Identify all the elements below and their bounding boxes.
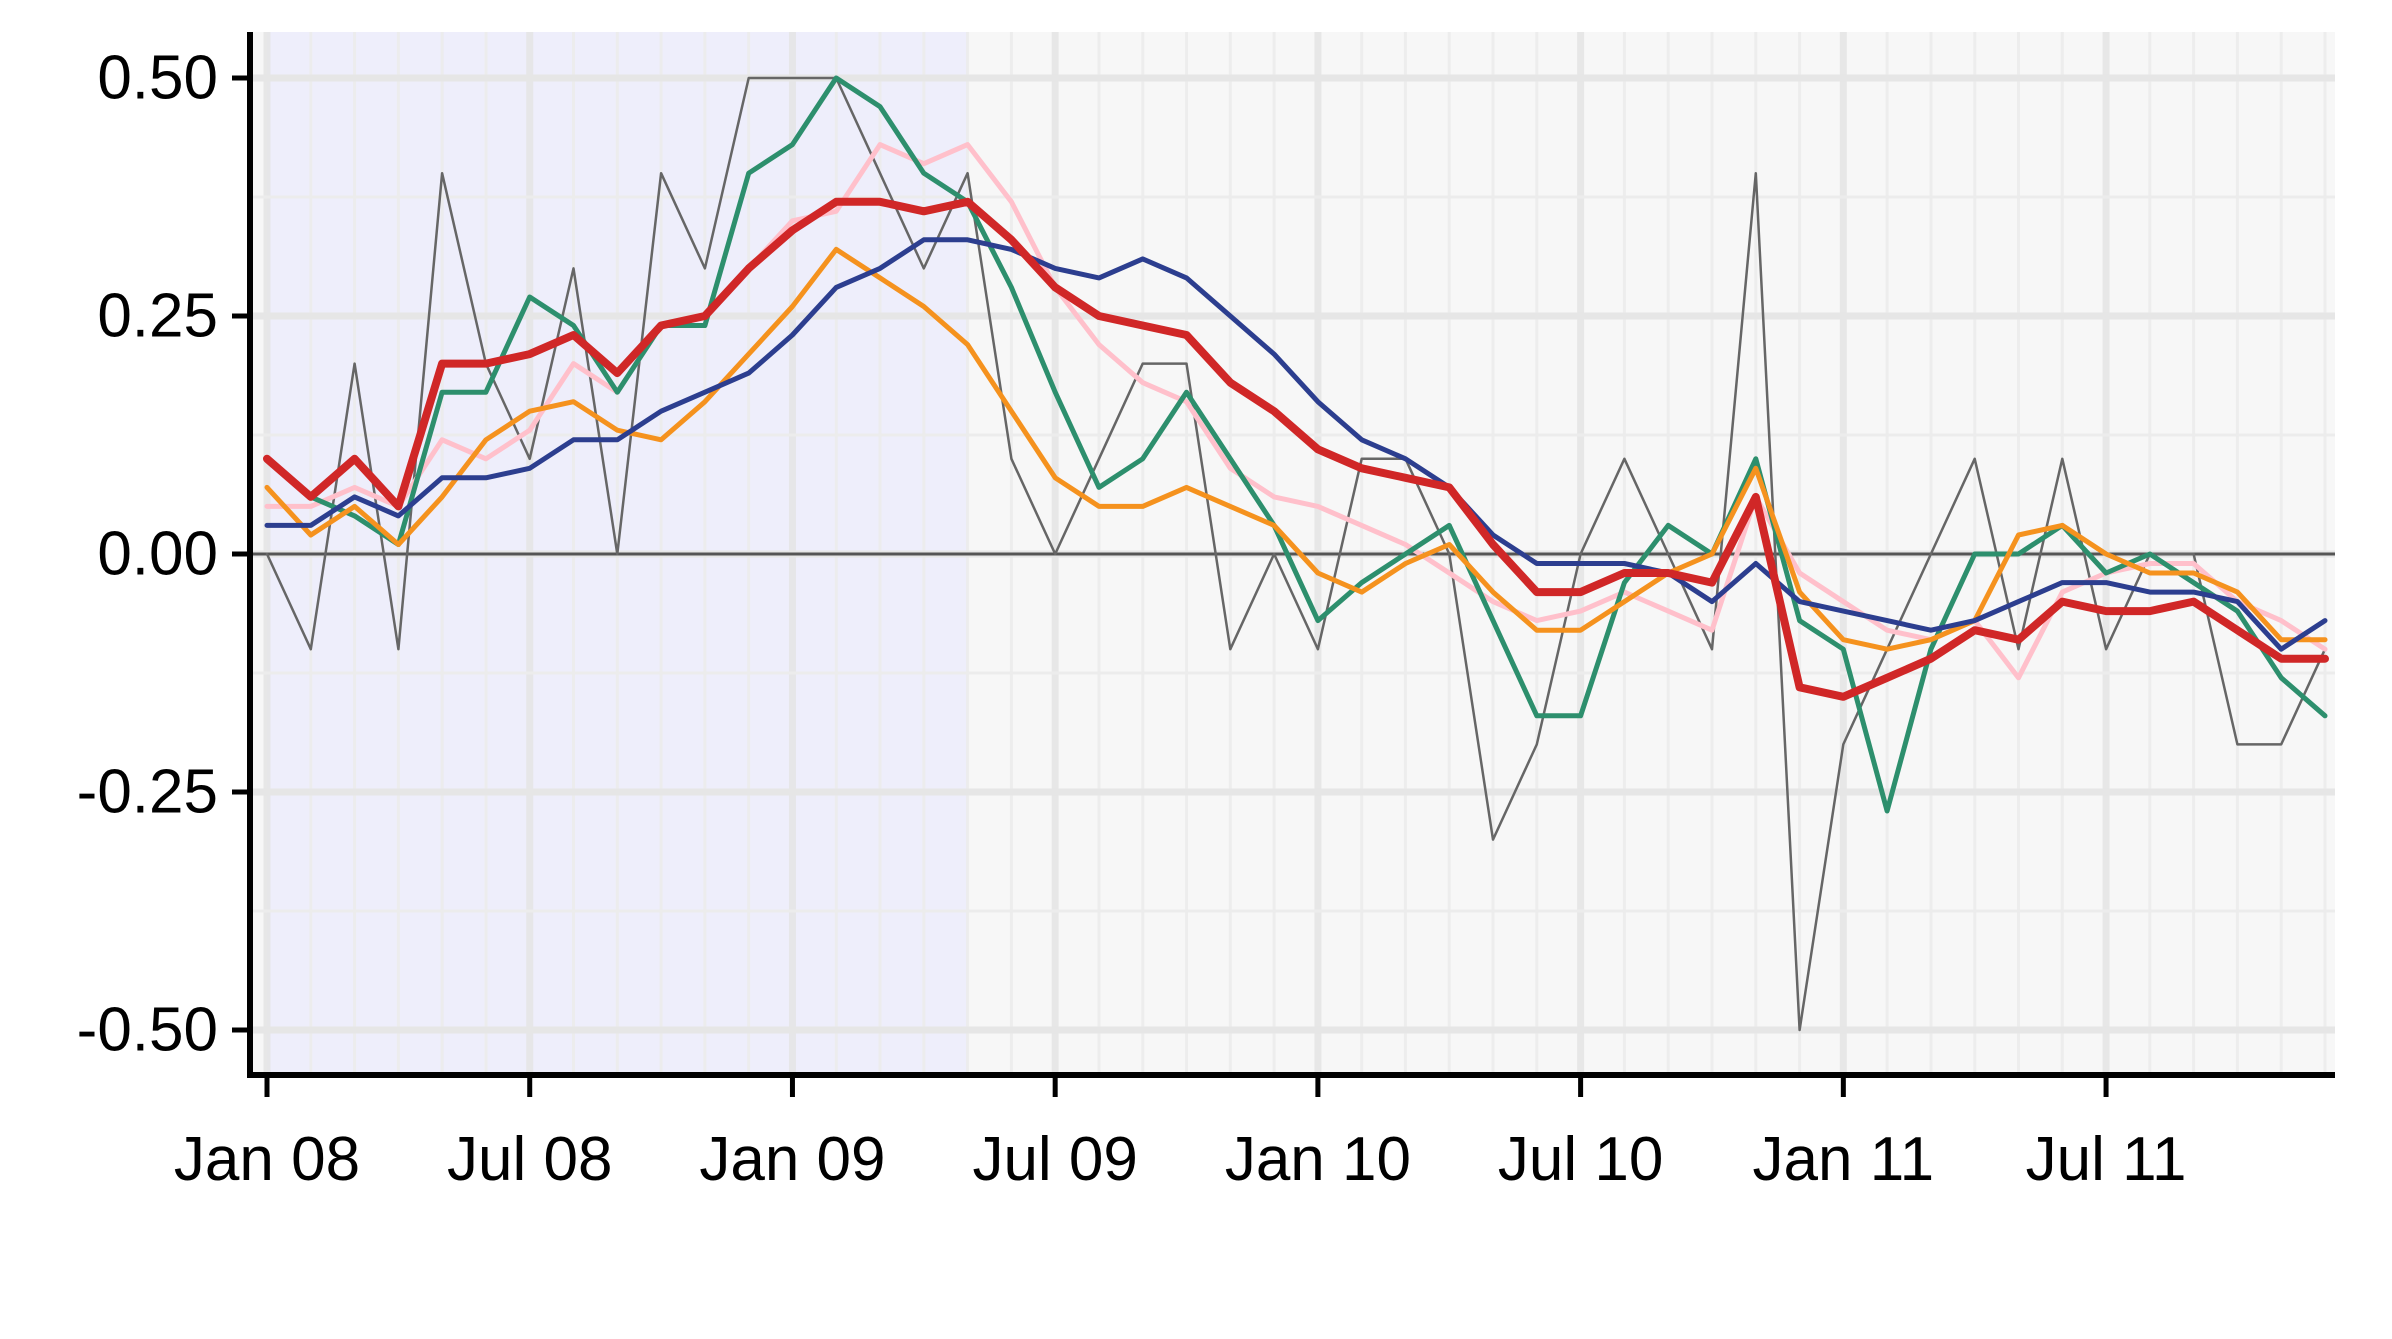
x-tick-label: Jan 11 — [1753, 1125, 1935, 1194]
x-tick-label: Jul 09 — [972, 1125, 1137, 1194]
y-tick-label: 0.50 — [97, 44, 218, 113]
x-axis-ticks: Jan 08 Jul 08 Jan 09 Jul 09 Jan 10 Jul 10 Jan … — [174, 1075, 2187, 1194]
y-tick-label: 0.25 — [97, 282, 218, 351]
x-tick-label: Jul 08 — [447, 1125, 612, 1194]
series-line-5 — [264, 237, 2328, 652]
y-tick-label: -0.25 — [77, 758, 218, 827]
series-lines — [263, 75, 2329, 1032]
x-tick-label: Jan 10 — [1225, 1125, 1411, 1194]
x-tick-label: Jul 11 — [2026, 1125, 2187, 1194]
y-tick-label: 0.00 — [97, 520, 218, 589]
series-line-6 — [263, 197, 2329, 701]
series-line-1 — [265, 76, 2327, 1032]
series-line-4 — [264, 246, 2328, 652]
series-line-3 — [264, 75, 2328, 814]
x-tick-label: Jan 09 — [699, 1125, 885, 1194]
x-tick-label: Jan 08 — [174, 1125, 360, 1194]
y-tick-label: -0.50 — [77, 996, 218, 1065]
x-tick-label: Jul 10 — [1498, 1125, 1663, 1194]
y-axis-ticks: 0.50 0.25 0.00 -0.25 -0.50 — [77, 44, 250, 1065]
